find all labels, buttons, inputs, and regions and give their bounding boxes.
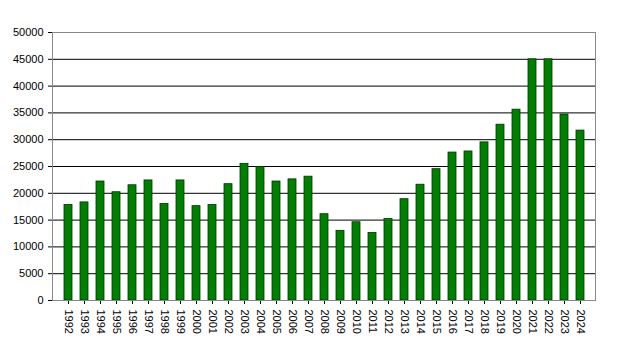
svg-text:2017: 2017	[463, 310, 475, 334]
svg-text:2011: 2011	[367, 310, 379, 334]
svg-text:2012: 2012	[383, 310, 395, 334]
svg-text:2000: 2000	[191, 310, 203, 334]
svg-text:1999: 1999	[175, 310, 187, 334]
svg-text:1996: 1996	[127, 310, 139, 334]
svg-text:2009: 2009	[335, 310, 347, 334]
svg-text:40000: 40000	[13, 80, 44, 92]
svg-text:2015: 2015	[431, 310, 443, 334]
svg-text:30000: 30000	[13, 133, 44, 145]
svg-text:2008: 2008	[319, 310, 331, 334]
svg-text:2004: 2004	[255, 310, 267, 334]
svg-text:1992: 1992	[63, 310, 75, 334]
svg-text:35000: 35000	[13, 106, 44, 118]
svg-text:2019: 2019	[495, 310, 507, 334]
svg-text:2022: 2022	[543, 310, 555, 334]
svg-text:2010: 2010	[351, 310, 363, 334]
svg-text:5000: 5000	[19, 267, 43, 279]
svg-text:2007: 2007	[303, 310, 315, 334]
svg-text:2001: 2001	[207, 310, 219, 334]
svg-text:20000: 20000	[13, 187, 44, 199]
svg-text:10000: 10000	[13, 240, 44, 252]
svg-text:0: 0	[37, 294, 43, 306]
svg-text:45000: 45000	[13, 53, 44, 65]
svg-text:2016: 2016	[447, 310, 459, 334]
svg-text:2002: 2002	[223, 310, 235, 334]
svg-text:1997: 1997	[143, 310, 155, 334]
svg-text:2024: 2024	[575, 310, 587, 334]
svg-text:1998: 1998	[159, 310, 171, 334]
svg-text:50000: 50000	[13, 26, 44, 38]
svg-text:2023: 2023	[559, 310, 571, 334]
svg-text:2018: 2018	[479, 310, 491, 334]
svg-text:2013: 2013	[399, 310, 411, 334]
svg-text:2014: 2014	[415, 310, 427, 334]
svg-text:1994: 1994	[95, 310, 107, 334]
svg-text:2003: 2003	[239, 310, 251, 334]
svg-text:25000: 25000	[13, 160, 44, 172]
svg-text:2021: 2021	[527, 310, 539, 334]
svg-text:15000: 15000	[13, 214, 44, 226]
svg-text:2006: 2006	[287, 310, 299, 334]
svg-text:2005: 2005	[271, 310, 283, 334]
svg-text:2020: 2020	[511, 310, 523, 334]
svg-text:1995: 1995	[111, 310, 123, 334]
svg-text:1993: 1993	[79, 310, 91, 334]
